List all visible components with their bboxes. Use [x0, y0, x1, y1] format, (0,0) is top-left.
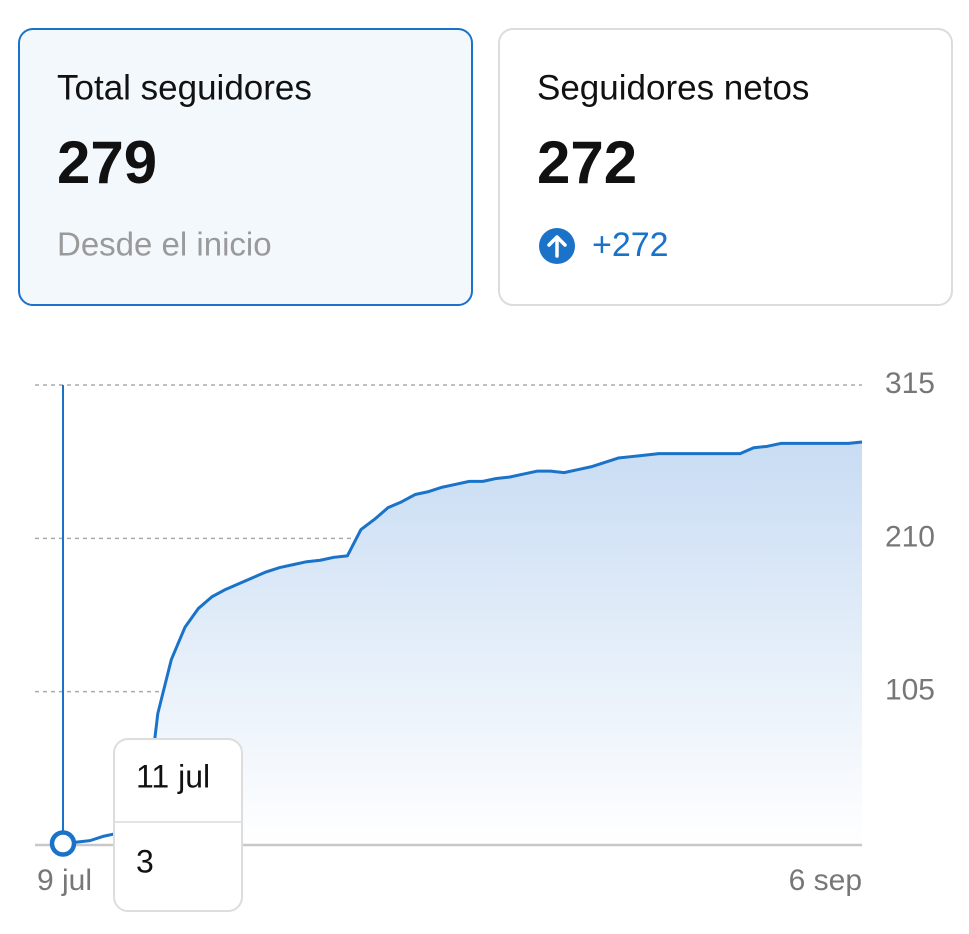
line: [62, 440, 863, 846]
chart: 105 210 315 9 jul 6 sep 11 jul 3: [35, 367, 935, 912]
card-change: +272: [592, 226, 669, 264]
card[interactable]: [498, 28, 953, 306]
card-value: 272: [537, 129, 637, 196]
tooltip: [113, 738, 243, 912]
tooltip-date: 11 jul: [136, 758, 210, 794]
cursor-point: [49, 830, 77, 857]
card-note: Desde el inicio: [57, 226, 272, 263]
card-value: 279: [57, 129, 157, 196]
card-title: Seguidores netos: [537, 68, 809, 107]
y-tick-label: 105: [885, 674, 935, 707]
card-title: Total seguidores: [57, 68, 312, 107]
card[interactable]: [18, 28, 473, 306]
x-tick-label: 9 jul: [37, 864, 92, 897]
area: [63, 441, 862, 845]
tooltip-value: 3: [136, 843, 154, 879]
x-tick-label: 6 sep: [789, 864, 862, 897]
y-tick-label: 210: [885, 520, 935, 553]
y-tick-label: 315: [885, 367, 935, 400]
up-arrow: [547, 235, 567, 258]
